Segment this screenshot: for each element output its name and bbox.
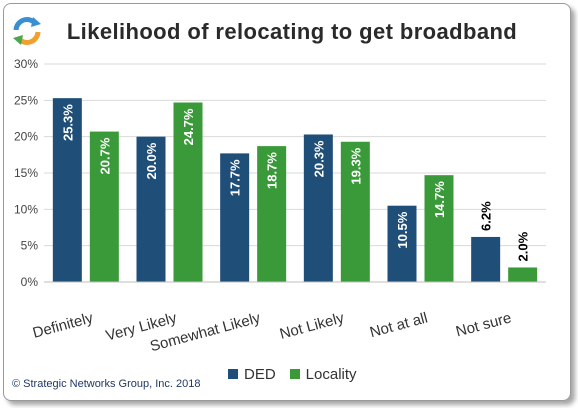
bar — [387, 205, 417, 282]
y-tick-label: 20% — [14, 130, 38, 144]
x-category-label: Definitely — [31, 309, 95, 342]
data-label: 6.2% — [479, 201, 494, 231]
data-label: 20.0% — [144, 142, 159, 179]
bar — [136, 136, 166, 282]
legend-swatch-ded — [228, 369, 238, 379]
x-category-label: Not sure — [454, 309, 513, 340]
data-label: 14.7% — [432, 181, 447, 218]
y-tick-label: 0% — [21, 275, 39, 289]
data-label: 17.7% — [228, 159, 243, 196]
bar — [471, 236, 501, 282]
bar — [508, 267, 538, 282]
bar — [89, 131, 119, 282]
legend-label-locality: Locality — [305, 365, 357, 383]
bar — [220, 153, 250, 282]
refresh-arrows-icon — [12, 16, 42, 46]
bar — [424, 175, 454, 282]
data-label: 25.3% — [60, 104, 75, 141]
legend-item-ded: DED — [228, 366, 276, 383]
legend: DED Locality — [228, 364, 371, 384]
x-category-label: Not Likely — [278, 309, 346, 343]
data-label: 24.7% — [181, 108, 196, 145]
data-label: 2.0% — [516, 231, 531, 261]
y-tick-label: 30% — [14, 57, 38, 71]
x-category-label: Not at all — [368, 309, 430, 341]
y-tick-label: 5% — [21, 239, 39, 253]
bar — [303, 134, 333, 282]
y-tick-label: 15% — [14, 166, 38, 180]
legend-label-ded: DED — [244, 365, 276, 383]
data-label: 20.3% — [311, 140, 326, 177]
data-label: 20.7% — [97, 137, 112, 174]
y-tick-label: 25% — [14, 93, 38, 107]
data-label: 10.5% — [395, 211, 410, 248]
bar — [52, 98, 82, 282]
data-label: 19.3% — [348, 147, 363, 184]
bar — [340, 141, 370, 282]
data-label: 18.7% — [265, 152, 280, 189]
y-tick-label: 10% — [14, 202, 38, 216]
bar — [173, 102, 203, 282]
legend-swatch-locality — [289, 369, 300, 379]
copyright-text: © Strategic Networks Group, Inc. 2018 — [12, 378, 201, 390]
chart-title: Likelihood of relocating to get broadban… — [66, 19, 518, 44]
legend-item-locality: Locality — [289, 365, 357, 383]
bar — [257, 146, 287, 282]
